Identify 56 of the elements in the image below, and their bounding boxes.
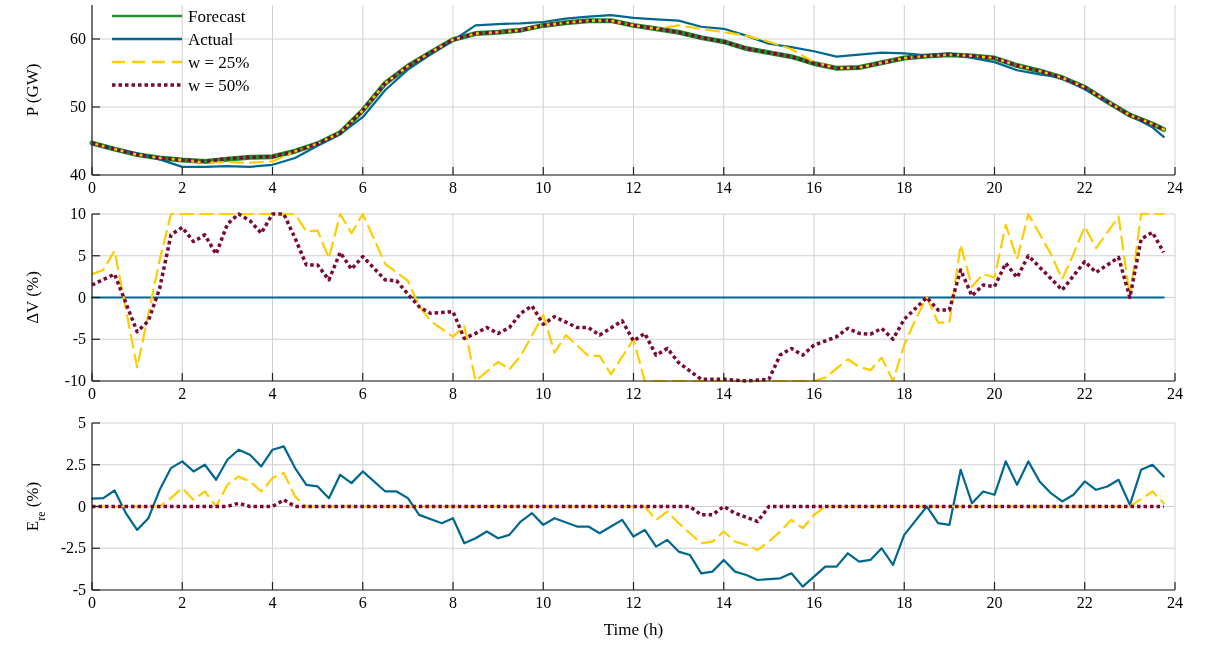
- x-tick-label: 10: [535, 385, 552, 402]
- y-tick-label: -2.5: [60, 539, 86, 557]
- x-tick-label: 18: [896, 179, 913, 196]
- x-tick-label: 24: [1167, 385, 1183, 402]
- x-tick-label: 14: [715, 385, 732, 402]
- x-tick-label: 2: [178, 179, 187, 196]
- x-tick-label: 6: [358, 179, 367, 196]
- x-tick-label: 22: [1076, 179, 1093, 196]
- x-tick-label: 16: [806, 594, 822, 611]
- legend-label: w = 25%: [188, 53, 250, 72]
- x-tick-label: 14: [715, 594, 732, 611]
- legend-label: Forecast: [188, 7, 246, 26]
- y-tick-label: 5: [78, 246, 86, 264]
- x-tick-label: 22: [1076, 594, 1093, 611]
- y-tick-label: -10: [64, 372, 86, 389]
- y-tick-label: -5: [72, 581, 86, 598]
- y-axis-title: ΔV (%): [23, 271, 42, 324]
- x-tick-label: 16: [806, 385, 822, 402]
- x-tick-label: 4: [268, 385, 277, 402]
- y-tick-label: 0: [78, 288, 86, 306]
- x-tick-label: 8: [449, 594, 457, 611]
- y-tick-label: -5: [72, 330, 86, 348]
- y-tick-label: 5: [78, 414, 86, 431]
- x-tick-label: 18: [896, 385, 913, 402]
- x-tick-label: 12: [625, 594, 642, 611]
- x-tick-label: 4: [268, 179, 277, 196]
- x-tick-label: 20: [986, 594, 1003, 611]
- x-tick-label: 22: [1076, 385, 1093, 402]
- y-tick-label: 50: [70, 98, 86, 115]
- y-tick-label: 10: [70, 205, 86, 222]
- x-tick-label: 16: [806, 179, 822, 196]
- x-tick-label: 12: [625, 385, 642, 402]
- legend-label: w = 50%: [188, 76, 250, 95]
- x-tick-label: 12: [625, 179, 642, 196]
- x-tick-label: 4: [268, 594, 277, 611]
- x-tick-label: 8: [449, 179, 457, 196]
- x-tick-label: 18: [896, 594, 913, 611]
- x-tick-label: 24: [1167, 179, 1183, 196]
- x-tick-label: 6: [358, 594, 367, 611]
- x-tick-label: 6: [358, 385, 367, 402]
- y-axis-title: P (GW): [23, 63, 42, 117]
- y-tick-label: 0: [78, 497, 86, 515]
- y-tick-label: 40: [70, 166, 86, 183]
- x-tick-label: 8: [449, 385, 457, 402]
- y-tick-label: 2.5: [66, 455, 86, 473]
- x-tick-label: 2: [178, 385, 187, 402]
- x-tick-label: 24: [1167, 594, 1183, 611]
- x-axis-title: Time (h): [603, 620, 664, 639]
- legend-label: Actual: [188, 30, 234, 49]
- x-tick-label: 10: [535, 594, 552, 611]
- x-tick-label: 10: [535, 179, 552, 196]
- y-tick-label: 60: [70, 30, 86, 47]
- x-tick-label: 14: [715, 179, 732, 196]
- x-tick-label: 2: [178, 594, 187, 611]
- x-tick-label: 20: [986, 385, 1003, 402]
- x-tick-label: 20: [986, 179, 1003, 196]
